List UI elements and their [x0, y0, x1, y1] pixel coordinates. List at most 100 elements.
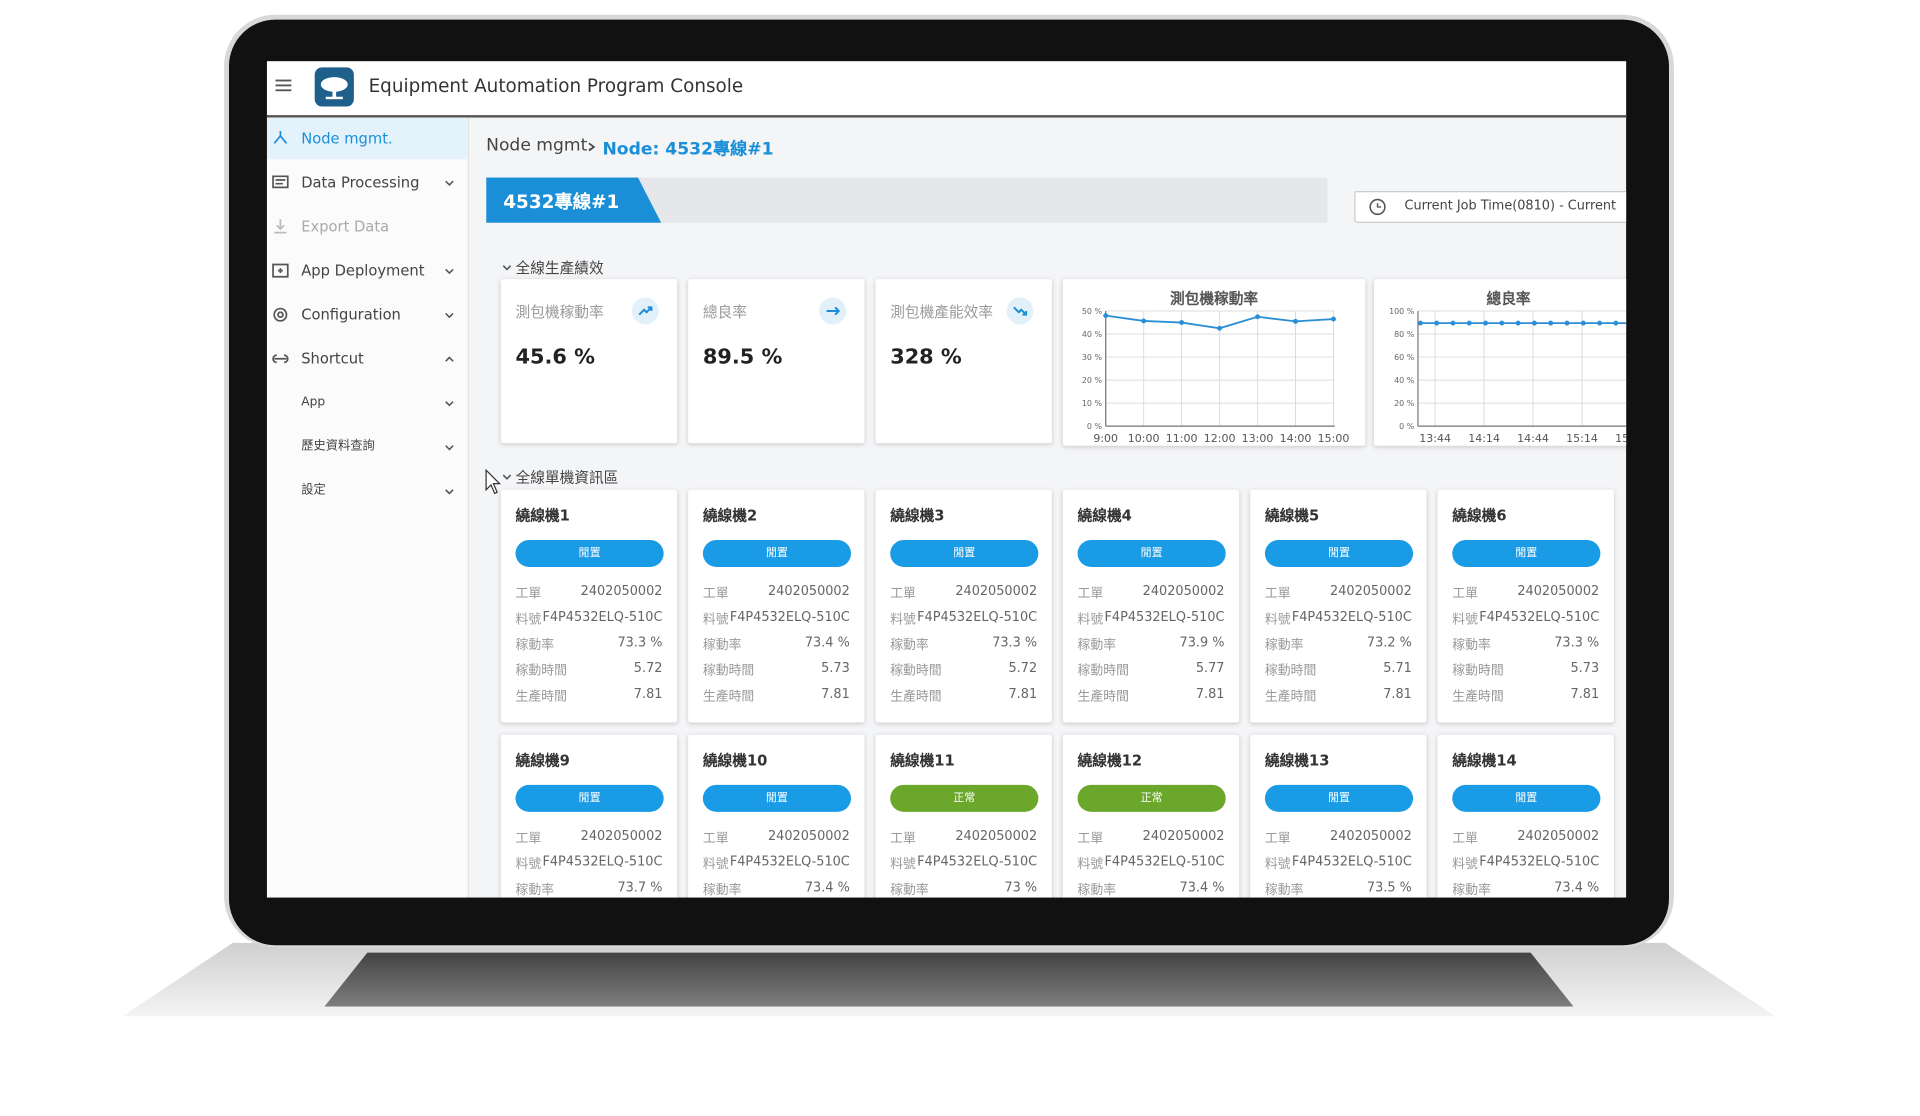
page-title: 4532專線#1: [503, 191, 620, 214]
x-tick-label: 15:00: [1318, 432, 1350, 445]
app-logo: [314, 67, 354, 107]
status-label: 正常: [1140, 792, 1163, 805]
machine-name: 繞線機6: [1452, 506, 1507, 525]
field-value: 73.4 %: [804, 635, 850, 651]
field-label: 稼動率: [1452, 882, 1491, 898]
field-label: 工單: [1264, 831, 1291, 847]
screen: Equipment Automation Program Console Nod…: [266, 61, 1627, 898]
sidebar-sub-item[interactable]: App: [267, 382, 468, 424]
status-button[interactable]: 閒置: [1077, 540, 1226, 567]
status-label: 閒置: [1515, 792, 1538, 805]
machine-name: 繞線機14: [1452, 751, 1517, 769]
series-point: [1179, 320, 1185, 325]
field-value: F4P4532ELQ-510C: [729, 854, 850, 870]
status-button[interactable]: 閒置: [1452, 784, 1601, 812]
status-button[interactable]: 閒置: [890, 540, 1039, 567]
field-value: 7.81: [1383, 686, 1412, 702]
sidebar-item[interactable]: Node mgmt.: [266, 117, 468, 160]
sidebar-label: Node mgmt.: [301, 129, 393, 147]
series-point: [1293, 318, 1298, 324]
kpi-trend-icon: [819, 297, 847, 325]
field-value: F4P4532ELQ-510C: [1104, 609, 1225, 625]
field-value: F4P4532ELQ-510C: [1479, 854, 1600, 870]
field-value: 73.3 %: [1554, 635, 1600, 651]
field-label: 料號: [1452, 857, 1478, 872]
sidebar-label: App Deployment: [301, 262, 425, 280]
sidebar-item[interactable]: Shortcut: [267, 338, 468, 380]
machine-name: 繞線機10: [702, 751, 768, 769]
sidebar-icon: [272, 354, 289, 364]
field-label: 稼動率: [702, 637, 742, 653]
sidebar: Node mgmt. Data Processing Export Data App …: [266, 117, 469, 898]
y-tick-label: 20 %: [1394, 399, 1415, 408]
field-value: 73.7 %: [617, 880, 663, 896]
field-value: 73.2 %: [1366, 635, 1412, 651]
field-label: 工單: [1452, 586, 1478, 602]
status-button[interactable]: 閒置: [1264, 784, 1414, 812]
y-tick-label: 10 %: [1082, 399, 1103, 408]
chevron-path: [445, 312, 454, 319]
sidebar-sub-item[interactable]: 設定: [267, 470, 468, 512]
icon-path: [273, 131, 288, 144]
machine-name: 繞線機12: [1077, 751, 1143, 769]
field-label: 工單: [890, 831, 916, 847]
machine-card: 繞線機11 正常 工單 2402050002 料號 F4P4532ELQ-510C 稼動率 7…: [875, 734, 1052, 898]
status-button[interactable]: 閒置: [702, 784, 852, 812]
status-button[interactable]: 閒置: [1264, 540, 1414, 567]
kpi-card: 測包機稼動率 45.6 %: [500, 279, 678, 444]
y-tick-label: 0 %: [1087, 422, 1103, 431]
status-button[interactable]: 正常: [1077, 784, 1226, 812]
field-label: 料號: [1452, 612, 1478, 627]
field-label: 料號: [890, 857, 916, 872]
field-value: 5.73: [1570, 661, 1600, 676]
section-label[interactable]: 全線單機資訊區: [515, 468, 619, 487]
time-range-box[interactable]: Current Job Time(0810) - Current: [1354, 191, 1627, 223]
menu-icon[interactable]: [274, 76, 294, 96]
sidebar-item[interactable]: App Deployment: [267, 250, 468, 292]
x-tick-label: 10:00: [1128, 432, 1160, 445]
field-value: 7.81: [821, 686, 850, 702]
machine-card: 繞線機14 閒置 工單 2402050002 料號 F4P4532ELQ-510C 稼動率 7…: [1437, 734, 1614, 898]
series-point: [1613, 320, 1619, 326]
sidebar-sub-item[interactable]: 歷史資料查詢: [267, 426, 468, 468]
kpi-value: 328 %: [890, 345, 962, 370]
status-button[interactable]: 正常: [890, 784, 1039, 812]
kpi-trend-icon: [631, 297, 659, 325]
field-value: 5.71: [1383, 661, 1412, 676]
sidebar-item[interactable]: Data Processing: [267, 162, 468, 204]
status-label: 閒置: [578, 547, 601, 560]
chevron-path: [445, 401, 454, 407]
status-button[interactable]: 閒置: [702, 540, 852, 567]
chevron: [445, 268, 454, 275]
sidebar-item[interactable]: Export Data: [267, 206, 468, 248]
field-value: 2402050002: [580, 584, 663, 599]
machine-card: 繞線機5 閒置 工單 2402050002 料號 F4P4532ELQ-510C 稼動率 73…: [1250, 489, 1427, 723]
keyboard: [324, 952, 1574, 1007]
machine-card: 繞線機6 閒置 工單 2402050002 料號 F4P4532ELQ-510C 稼動率 73…: [1437, 489, 1614, 723]
status-button[interactable]: 閒置: [515, 784, 664, 812]
sidebar-item[interactable]: Configuration: [267, 294, 468, 336]
sidebar-label: Shortcut: [301, 350, 364, 368]
field-label: 料號: [515, 612, 542, 627]
field-label: 稼動率: [1452, 637, 1491, 653]
section-label[interactable]: 全線生產績效: [515, 259, 604, 277]
breadcrumb-parent[interactable]: Node mgmt.: [486, 135, 593, 156]
clock-hands: [1376, 203, 1382, 208]
sidebar-icon: [274, 219, 287, 234]
line-chart: 測包機稼動率 0 % 10 % 20 % 30 % 40 % 50 % 9:00 10:00 11…: [1082, 290, 1350, 445]
chevron-path: [502, 265, 512, 271]
status-label: 閒置: [1140, 547, 1163, 560]
chevron: [445, 356, 454, 362]
series-point: [1531, 320, 1537, 326]
icon-path: [272, 175, 289, 189]
machine-name: 繞線機9: [515, 751, 570, 769]
x-tick-label: 11:00: [1166, 432, 1198, 445]
field-label: 生產時間: [702, 689, 755, 705]
x-tick-label: 15:14: [1566, 432, 1598, 445]
machine-card: 繞線機13 閒置 工單 2402050002 料號 F4P4532ELQ-510C 稼動率 7…: [1250, 734, 1427, 898]
status-button[interactable]: 閒置: [1452, 540, 1601, 567]
machine-card: 繞線機10 閒置 工單 2402050002 料號 F4P4532ELQ-510C 稼動率 7…: [688, 734, 865, 898]
field-label: 生產時間: [515, 689, 567, 705]
status-button[interactable]: 閒置: [515, 540, 664, 567]
